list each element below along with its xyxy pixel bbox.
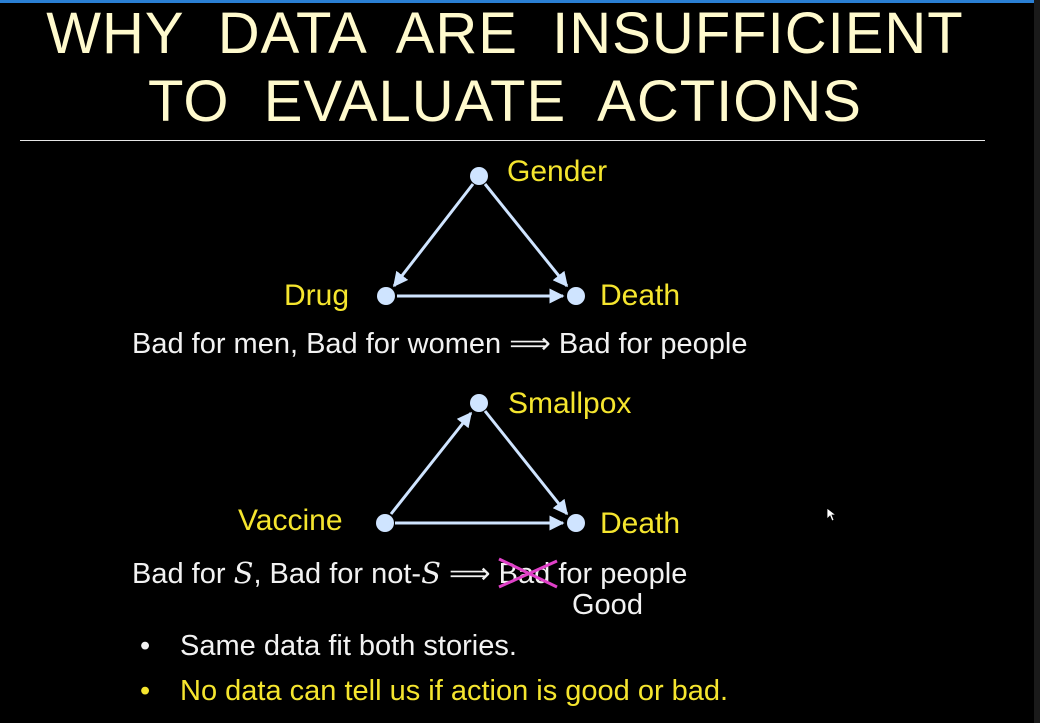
bullet-marker: • bbox=[140, 675, 151, 707]
title-line-2: TO EVALUATE ACTIONS bbox=[148, 69, 862, 134]
strike-cross-icon bbox=[498, 557, 558, 589]
bullet-text-2: No data can tell us if action is good or… bbox=[180, 675, 729, 707]
node-drug bbox=[377, 287, 395, 305]
title-line-1: WHY DATA ARE INSUFFICIENT bbox=[46, 1, 964, 66]
node-smallpox bbox=[470, 394, 488, 412]
node-vaccine bbox=[376, 514, 394, 532]
edge-gender-drug bbox=[392, 183, 475, 288]
caption-2-mid: , Bad for not- bbox=[253, 558, 422, 590]
var-s-2: S bbox=[421, 556, 441, 590]
bullet-marker: • bbox=[140, 630, 151, 662]
node-gender bbox=[470, 167, 488, 185]
node-death-1 bbox=[567, 287, 585, 305]
implies-symbol-1: ⟹ bbox=[509, 328, 551, 360]
bullet-item-1: • Same data fit both stories. bbox=[140, 624, 1000, 669]
bullet-text-1: Same data fit both stories. bbox=[180, 630, 517, 662]
crossed-bad: Bad bbox=[498, 557, 558, 591]
window-right-strip bbox=[1034, 0, 1040, 723]
label-smallpox: Smallpox bbox=[508, 387, 632, 420]
edge-vaccine-smallpox bbox=[389, 411, 473, 515]
edge-smallpox-death bbox=[483, 410, 569, 516]
var-s-1: S bbox=[233, 556, 254, 590]
diagram1-graph bbox=[377, 167, 585, 305]
replacement-good: Good bbox=[572, 589, 643, 621]
caption-2: Bad for S, Bad for not-S ⟹ Bad for peopl… bbox=[132, 556, 687, 591]
window-top-strip bbox=[0, 0, 1040, 3]
caption-1-conclusion: Bad for people bbox=[558, 328, 748, 360]
mouse-pointer-icon bbox=[826, 507, 838, 522]
implies-symbol-2: ⟹ bbox=[449, 558, 491, 590]
edge-gender-death bbox=[483, 183, 569, 288]
label-death-2: Death bbox=[600, 507, 681, 540]
caption-2-post: for people bbox=[550, 558, 688, 590]
label-gender: Gender bbox=[507, 155, 608, 188]
caption-1: Bad for men, Bad for women ⟹ Bad for peo… bbox=[132, 327, 748, 361]
diagram2-graph bbox=[376, 394, 585, 532]
label-death-1: Death bbox=[600, 279, 681, 312]
caption-1-premise: Bad for men, Bad for women bbox=[132, 328, 502, 360]
bullet-item-2: • No data can tell us if action is good … bbox=[140, 669, 1000, 714]
label-drug: Drug bbox=[284, 279, 350, 312]
node-death-2 bbox=[567, 514, 585, 532]
caption-2-pre: Bad for bbox=[132, 558, 234, 590]
slide-title: WHY DATA ARE INSUFFICIENT TO EVALUATE AC… bbox=[0, 0, 1010, 136]
label-vaccine: Vaccine bbox=[238, 504, 343, 537]
bullet-list: • Same data fit both stories. • No data … bbox=[140, 624, 1000, 714]
title-divider bbox=[20, 140, 985, 141]
